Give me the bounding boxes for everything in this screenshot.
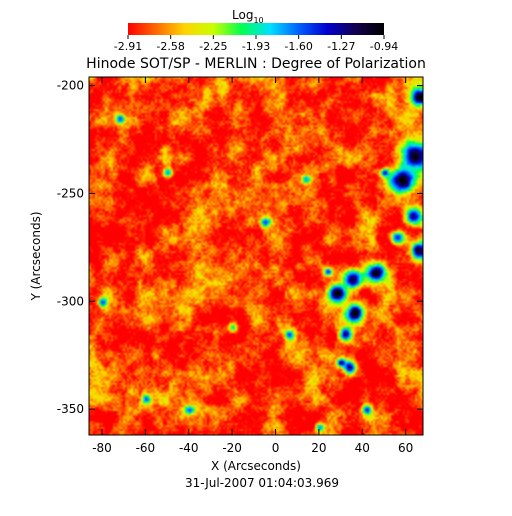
colorbar-ticks: -2.91 -2.58 -2.25 -1.93 -1.60 -1.27 -0.94 bbox=[114, 35, 398, 53]
x-tick-label: -40 bbox=[179, 441, 199, 455]
colorbar-tick-label: -0.94 bbox=[370, 40, 398, 53]
colorbar-tick-label: -1.60 bbox=[284, 40, 312, 53]
chart-title: Hinode SOT/SP - MERLIN : Degree of Polar… bbox=[86, 56, 426, 72]
y-tick-label: -250 bbox=[57, 186, 84, 200]
y-tick-label: -350 bbox=[57, 402, 84, 416]
x-axis-label: X (Arcseconds) bbox=[211, 459, 301, 473]
x-tick-label: 0 bbox=[272, 441, 280, 455]
polarization-heatmap bbox=[89, 77, 423, 435]
timestamp-footer: 31-Jul-2007 01:04:03.969 bbox=[185, 476, 339, 490]
x-tick-label: -60 bbox=[136, 441, 156, 455]
x-tick-label: -80 bbox=[92, 441, 112, 455]
colorbar-tick-label: -2.25 bbox=[199, 40, 227, 53]
colorbar-label: Log10 bbox=[232, 8, 264, 25]
y-axis-label: Y (Arcseconds) bbox=[29, 211, 43, 301]
y-tick-label: -200 bbox=[57, 79, 84, 93]
colorbar-tick-label: -1.93 bbox=[242, 40, 270, 53]
plot-frame bbox=[88, 76, 424, 436]
x-tick-label: 40 bbox=[355, 441, 370, 455]
colorbar-tick-label: -2.91 bbox=[114, 40, 142, 53]
y-tick-label: -300 bbox=[57, 294, 84, 308]
x-tick-label: 20 bbox=[311, 441, 326, 455]
colorbar-tick-label: -1.27 bbox=[327, 40, 355, 53]
y-axis: -200 -250 -300 -350 bbox=[57, 79, 423, 416]
x-tick-label: 60 bbox=[398, 441, 413, 455]
colorbar bbox=[128, 23, 384, 35]
colorbar-tick-label: -2.58 bbox=[156, 40, 184, 53]
x-tick-label: -20 bbox=[222, 441, 242, 455]
x-axis: -80 -60 -40 -20 0 20 40 60 bbox=[92, 77, 413, 455]
